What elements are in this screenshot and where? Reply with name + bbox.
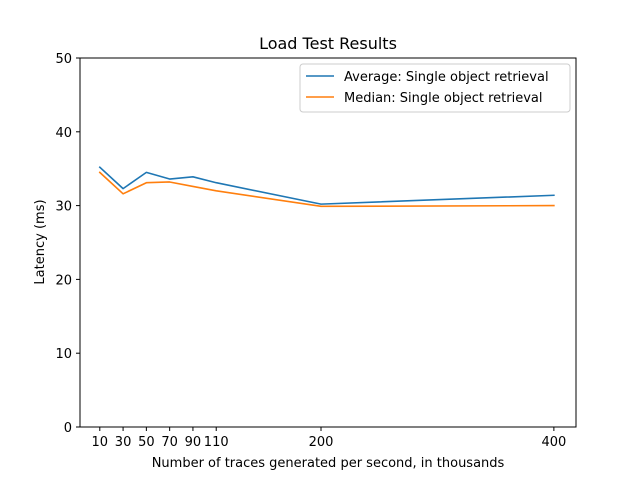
x-axis-label: Number of traces generated per second, i… bbox=[152, 456, 505, 471]
x-tick-label: 50 bbox=[138, 435, 155, 450]
y-tick-label: 40 bbox=[55, 126, 72, 141]
series-line-average bbox=[98, 166, 555, 205]
y-axis: 0 10 20 30 40 50 bbox=[55, 52, 80, 436]
series-line-median bbox=[98, 171, 555, 208]
legend-box bbox=[299, 63, 571, 113]
x-tick-label: 70 bbox=[161, 435, 178, 450]
legend-label: Median: Single object retrieval bbox=[344, 91, 542, 106]
y-tick-label: 20 bbox=[55, 273, 72, 288]
x-tick-label: 10 bbox=[92, 435, 109, 450]
x-tick-label: 30 bbox=[115, 435, 132, 450]
y-tick-label: 30 bbox=[55, 200, 72, 215]
plot-area bbox=[79, 57, 577, 428]
legend-label: Average: Single object retrieval bbox=[344, 70, 549, 85]
chart-title: Load Test Results bbox=[259, 34, 397, 53]
y-tick-label: 10 bbox=[55, 347, 72, 362]
y-tick-label: 0 bbox=[64, 421, 72, 436]
series-layer bbox=[98, 166, 555, 208]
x-tick-label: 90 bbox=[185, 435, 202, 450]
x-tick-label: 200 bbox=[309, 435, 334, 450]
x-tick-label: 110 bbox=[204, 435, 229, 450]
y-axis-label: Latency (ms) bbox=[33, 199, 48, 284]
plot-frame bbox=[79, 57, 577, 428]
x-tick-label: 400 bbox=[541, 435, 566, 450]
x-axis: 10 30 50 70 90 110 200 400 bbox=[92, 427, 566, 450]
legend: Average: Single object retrieval Median: … bbox=[299, 63, 571, 113]
legend-entries: Average: Single object retrieval Median: … bbox=[306, 70, 549, 106]
y-tick-label: 50 bbox=[55, 52, 72, 67]
